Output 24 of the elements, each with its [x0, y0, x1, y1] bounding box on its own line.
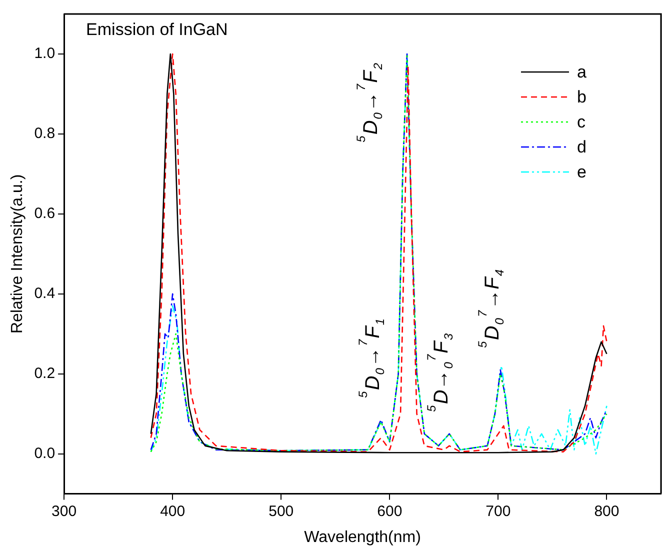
y-tick-label: 0.4: [34, 285, 56, 302]
x-tick-label: 600: [377, 502, 402, 520]
x-tick-label: 300: [52, 502, 77, 520]
annotation: 5D0→7F1: [356, 318, 387, 398]
legend-label: c: [577, 112, 586, 132]
x-tick-label: 700: [486, 502, 511, 520]
y-tick-label: 0.6: [34, 205, 56, 222]
y-tick-label: 1.0: [34, 45, 56, 62]
chart-title: Emission of InGaN: [86, 20, 228, 40]
y-axis-title: Relative Intensity(a.u.): [9, 174, 26, 334]
annotation: 5D07→F4: [475, 269, 506, 348]
legend-label: b: [577, 88, 586, 107]
legend-label: a: [577, 62, 587, 82]
legend-label: d: [577, 138, 586, 157]
annotation: 5D→07F3: [424, 333, 456, 412]
x-axis-title: Wavelength(nm): [304, 528, 421, 546]
y-tick-label: 0.2: [34, 364, 56, 382]
y-tick-label: 0.0: [34, 444, 56, 462]
annotation: 5D0→7F2: [354, 62, 386, 142]
x-tick-label: 500: [268, 502, 294, 520]
legend-label: e: [577, 162, 586, 182]
x-tick-label: 800: [594, 502, 620, 520]
y-tick-label: 0.8: [34, 125, 56, 142]
x-tick-label: 400: [160, 502, 186, 520]
